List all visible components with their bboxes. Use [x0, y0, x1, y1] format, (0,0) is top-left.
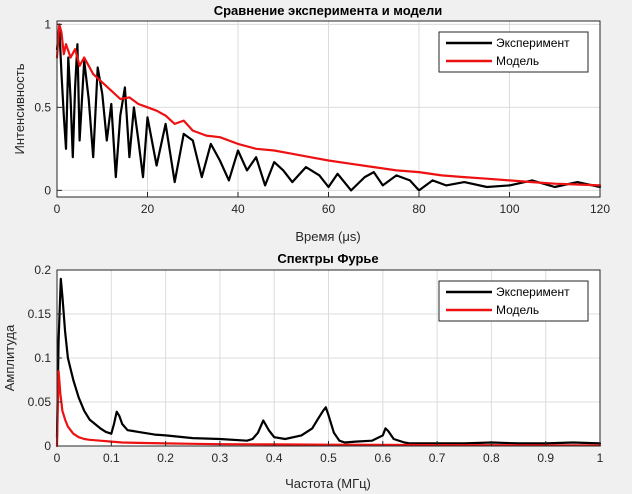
time-legend-box: [438, 31, 589, 73]
spectrum-x-tick-label: 0.8: [483, 451, 500, 465]
time-legend-label-model: Модель: [496, 54, 539, 68]
time-chart-title: Сравнение эксперимента и модели: [214, 3, 443, 18]
time-x-tick-label: 20: [141, 202, 155, 216]
time-x-tick-label: 120: [590, 202, 610, 216]
spectrum-x-tick-label: 0.9: [537, 451, 554, 465]
time-y-tick-label: 1: [44, 17, 51, 31]
time-x-tick-label: 80: [412, 202, 426, 216]
spectrum-y-tick-label: 0.05: [28, 395, 52, 409]
time-x-tick-label: 100: [499, 202, 519, 216]
time-y-tick-label: 0.5: [34, 100, 51, 114]
time-x-tick-label: 60: [322, 202, 336, 216]
time-x-tick-label: 40: [231, 202, 245, 216]
time-series-experiment: [55, 26, 602, 192]
spectrum-y-tick-label: 0.2: [34, 263, 51, 277]
spectrum-y-tick-label: 0.15: [28, 307, 52, 321]
time-y-axis-label: Интенсивность: [12, 63, 27, 154]
time-chart: 0 20 40 60 80 100 120 0 0.5 1 Сравнение экспериме…: [12, 3, 610, 244]
spectrum-legend-box: [438, 280, 589, 322]
time-legend-label-experiment: Эксперимент: [496, 36, 570, 50]
time-ticks: 0 20 40 60 80 100 120 0 0.5 1: [34, 17, 610, 216]
spectrum-x-tick-label: 0.7: [429, 451, 446, 465]
spectrum-y-tick-label: 0.1: [34, 351, 51, 365]
spectrum-legend-label-experiment: Эксперимент: [496, 285, 570, 299]
time-plot-area: [55, 23, 602, 192]
spectrum-x-tick-label: 0.5: [320, 451, 337, 465]
spectrum-x-axis-label: Частота (МГц): [285, 476, 371, 491]
spectrum-ticks: 0 0.1 0.2 0.3 0.4 0.5 0.6 0.7 0.8 0.9 1 0 0.05 0.1 0.1…: [28, 263, 604, 465]
spectrum-x-tick-label: 0.1: [103, 451, 120, 465]
time-x-tick-label: 0: [54, 202, 61, 216]
spectrum-x-tick-label: 0.2: [157, 451, 174, 465]
spectrum-y-axis-label: Амплитуда: [2, 324, 17, 391]
spectrum-chart: 0 0.1 0.2 0.3 0.4 0.5 0.6 0.7 0.8 0.9 1 0 0.05 0.1 0.1…: [2, 251, 604, 491]
spectrum-x-tick-label: 1: [597, 451, 604, 465]
time-x-axis-label: Время (μs): [295, 229, 360, 244]
spectrum-legend: Эксперимент Модель: [438, 280, 589, 322]
spectrum-y-tick-label: 0: [44, 439, 51, 453]
spectrum-x-tick-label: 0: [54, 451, 61, 465]
spectrum-series-experiment: [55, 277, 602, 445]
spectrum-x-tick-label: 0.4: [266, 451, 283, 465]
spectrum-x-tick-label: 0.3: [212, 451, 229, 465]
time-y-tick-label: 0: [44, 183, 51, 197]
spectrum-legend-label-model: Модель: [496, 303, 539, 317]
spectrum-chart-title: Спектры Фурье: [277, 251, 378, 266]
time-legend: Эксперимент Модель: [438, 31, 589, 73]
spectrum-x-tick-label: 0.6: [374, 451, 391, 465]
time-series-model: [55, 23, 602, 187]
